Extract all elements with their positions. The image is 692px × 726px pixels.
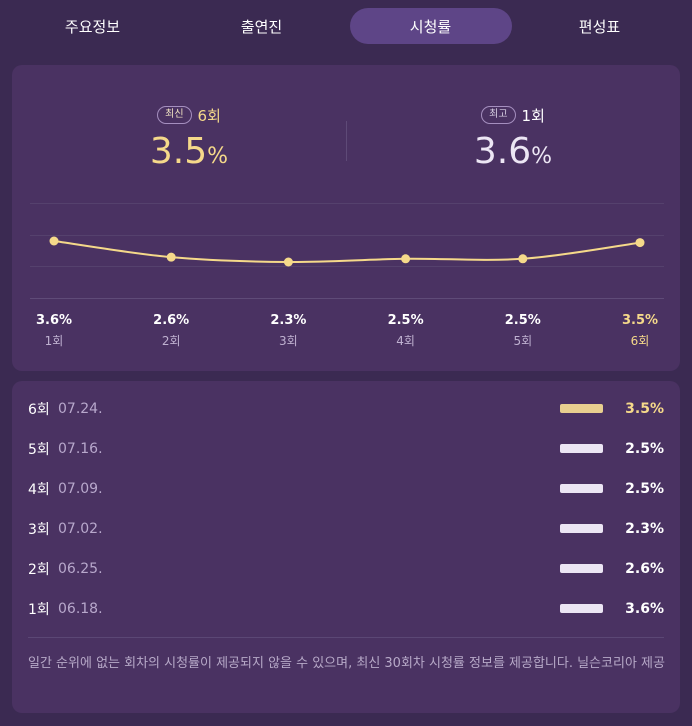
air-date: 07.16. [58, 441, 103, 457]
ratings-list-card: 6회 07.24. 3.5% 5회 07.16. 2.5% 4회 07.09. … [12, 381, 680, 713]
rating-bar [560, 484, 603, 493]
data-label: 2.5% [504, 313, 541, 328]
latest-episode: 6회 [197, 106, 221, 125]
air-date: 07.02. [58, 521, 103, 537]
best-rating-value: 3.6% [346, 131, 680, 178]
data-point [518, 254, 528, 264]
ratings-line-chart [30, 203, 664, 299]
rating-bar [560, 564, 603, 573]
latest-value-number: 3.5 [149, 131, 208, 172]
episode-label: 1회 [28, 602, 50, 618]
rating-bar [560, 444, 603, 453]
latest-rating: 최신 6회 3.5% [22, 103, 356, 178]
rating-value: 2.3% [625, 521, 664, 537]
best-episode: 1회 [521, 106, 545, 125]
data-label: 2.3% [270, 313, 307, 328]
data-point-label: 2.5% 4회 [376, 313, 436, 350]
episode-label: 3회 [28, 522, 50, 538]
data-source-note: 일간 순위에 없는 회차의 시청률이 제공되지 않을 수 있으며, 최신 30회… [28, 656, 665, 671]
data-point-label: 3.5% 6회 [610, 313, 670, 350]
tab-bar: 주요정보 출연진 시청률 편성표 [0, 0, 692, 52]
tick-label: 2회 [161, 334, 181, 348]
list-item: 3회 07.02. 2.3% [28, 509, 664, 549]
data-point-label: 2.5% 5회 [493, 313, 553, 350]
data-label: 3.6% [35, 313, 73, 328]
list-item: 5회 07.16. 2.5% [28, 429, 664, 469]
tick-label: 1회 [44, 334, 64, 348]
summary-divider [346, 121, 347, 161]
ratings-list: 6회 07.24. 3.5% 5회 07.16. 2.5% 4회 07.09. … [28, 389, 664, 629]
episode-label: 5회 [28, 442, 50, 458]
tick-label: 4회 [396, 334, 415, 348]
list-item: 1회 06.18. 3.6% [28, 589, 664, 629]
list-item: 2회 06.25. 2.6% [28, 549, 664, 589]
tab-ratings[interactable]: 시청률 [349, 8, 512, 44]
tick-label: 3회 [279, 334, 298, 348]
data-point-label: 2.3% 3회 [258, 313, 318, 350]
data-point [166, 252, 176, 262]
air-date: 07.09. [58, 481, 103, 497]
tick-label: 6회 [630, 334, 650, 348]
rating-bar [560, 404, 603, 413]
list-divider [28, 637, 664, 638]
list-item: 6회 07.24. 3.5% [28, 389, 664, 429]
air-date: 06.18. [58, 601, 103, 617]
tab-main-info[interactable]: 주요정보 [64, 17, 121, 36]
latest-value-unit: % [207, 144, 229, 169]
data-label: 3.5% [621, 313, 659, 328]
data-point [401, 254, 411, 264]
data-point-label: 2.6% 2회 [141, 313, 201, 350]
series-line [53, 240, 641, 264]
data-label: 2.6% [153, 313, 190, 328]
ratings-summary-card: 최신 6회 3.5% 최고 1회 3.6% 3.6% 1회 2.6% 2회 2.3% 3회… [12, 65, 680, 371]
latest-rating-value: 3.5% [22, 131, 356, 178]
best-badge: 최고 [481, 106, 516, 124]
tab-cast[interactable]: 출연진 [240, 17, 283, 36]
data-label: 2.5% [387, 313, 424, 328]
data-point-label: 3.6% 1회 [24, 313, 84, 350]
rating-bar [560, 524, 603, 533]
rating-value: 3.5% [625, 401, 664, 417]
best-rating: 최고 1회 3.6% [346, 103, 680, 178]
episode-label: 2회 [28, 562, 50, 578]
data-point [283, 257, 293, 267]
chart-point-labels: 3.6% 1회 2.6% 2회 2.3% 3회 2.5% 4회 2.5% 5회 3.5% 6회 [12, 313, 680, 353]
rating-bar [560, 604, 603, 613]
latest-badge: 최신 [157, 106, 192, 124]
air-date: 06.25. [58, 561, 103, 577]
air-date: 07.24. [58, 401, 103, 417]
rating-value: 2.5% [625, 481, 664, 497]
tick-label: 5회 [513, 334, 533, 348]
rating-value: 2.6% [625, 561, 664, 577]
episode-label: 6회 [28, 402, 50, 418]
data-point [635, 238, 645, 248]
best-value-number: 3.6 [473, 131, 532, 172]
best-value-unit: % [531, 144, 553, 169]
episode-label: 4회 [28, 482, 50, 498]
rating-value: 2.5% [625, 441, 664, 457]
tab-schedule[interactable]: 편성표 [578, 17, 621, 36]
ratings-summary: 최신 6회 3.5% 최고 1회 3.6% [12, 65, 680, 185]
rating-value: 3.6% [625, 601, 664, 617]
data-point [49, 236, 59, 246]
list-item: 4회 07.09. 2.5% [28, 469, 664, 509]
